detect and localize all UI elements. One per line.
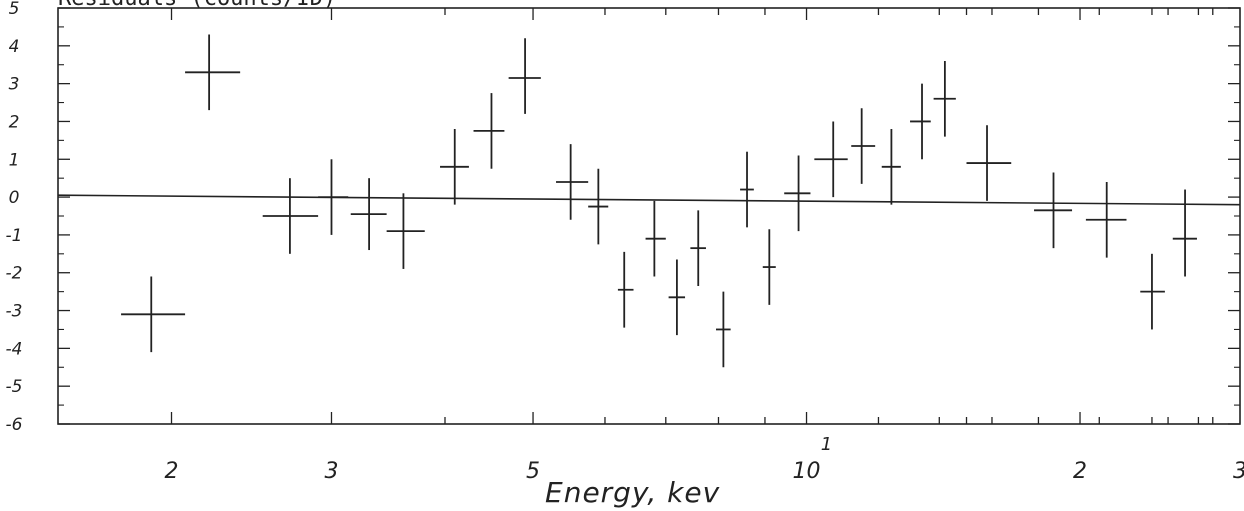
plot-frame xyxy=(57,7,1241,425)
data-point xyxy=(762,229,776,305)
data-point xyxy=(121,276,186,353)
data-point xyxy=(1085,181,1127,258)
data-point xyxy=(645,200,666,277)
data-point xyxy=(881,129,901,205)
y-tick-label: 4 xyxy=(9,37,20,57)
data-point xyxy=(262,178,319,254)
x-tick-label: 3 xyxy=(1233,459,1244,484)
data-point xyxy=(966,125,1012,201)
data-point xyxy=(318,159,349,235)
data-point xyxy=(350,178,387,251)
x-tick-label: 5 xyxy=(526,459,540,484)
y-tick-label: 2 xyxy=(9,112,20,132)
y-tick-label: -1 xyxy=(6,226,23,246)
y-tick-label: -4 xyxy=(6,339,23,359)
data-point xyxy=(933,60,956,137)
data-point xyxy=(690,210,706,286)
x-decade-label: 1 xyxy=(821,434,832,455)
data-point xyxy=(1172,189,1197,277)
y-tick-label: 5 xyxy=(9,0,20,19)
data-point xyxy=(617,251,634,328)
y-tick-label: 1 xyxy=(9,150,20,170)
data-point xyxy=(508,38,541,114)
y-tick-label: -6 xyxy=(6,415,23,435)
y-tick-label: 3 xyxy=(9,75,20,95)
x-tick-label: 3 xyxy=(324,459,338,484)
y-tick-label: -2 xyxy=(6,264,23,284)
data-point xyxy=(784,155,811,232)
data-point xyxy=(668,259,686,336)
data-point xyxy=(386,193,425,269)
data-point xyxy=(910,83,931,160)
data-point xyxy=(185,34,241,111)
data-point xyxy=(1140,253,1165,330)
x-tick-label: 10 xyxy=(793,459,821,484)
data-point xyxy=(716,291,731,368)
data-point xyxy=(588,168,609,245)
data-point xyxy=(740,151,754,228)
x-tick-label: 2 xyxy=(1073,459,1087,484)
data-point xyxy=(440,129,469,205)
x-tick-label: 2 xyxy=(165,459,179,484)
data-point xyxy=(556,144,589,220)
x-axis-label: Energy, kev xyxy=(545,476,721,509)
y-tick-label: -3 xyxy=(6,302,23,322)
data-point xyxy=(473,93,505,169)
chart-title: Residuals (counts/ID) xyxy=(58,0,336,11)
data-point xyxy=(1034,172,1073,249)
zero-reference-line xyxy=(57,194,1241,206)
y-tick-label: -5 xyxy=(6,377,23,397)
data-point xyxy=(851,108,876,184)
y-tick-label: 0 xyxy=(9,188,20,208)
data-point xyxy=(814,121,848,198)
